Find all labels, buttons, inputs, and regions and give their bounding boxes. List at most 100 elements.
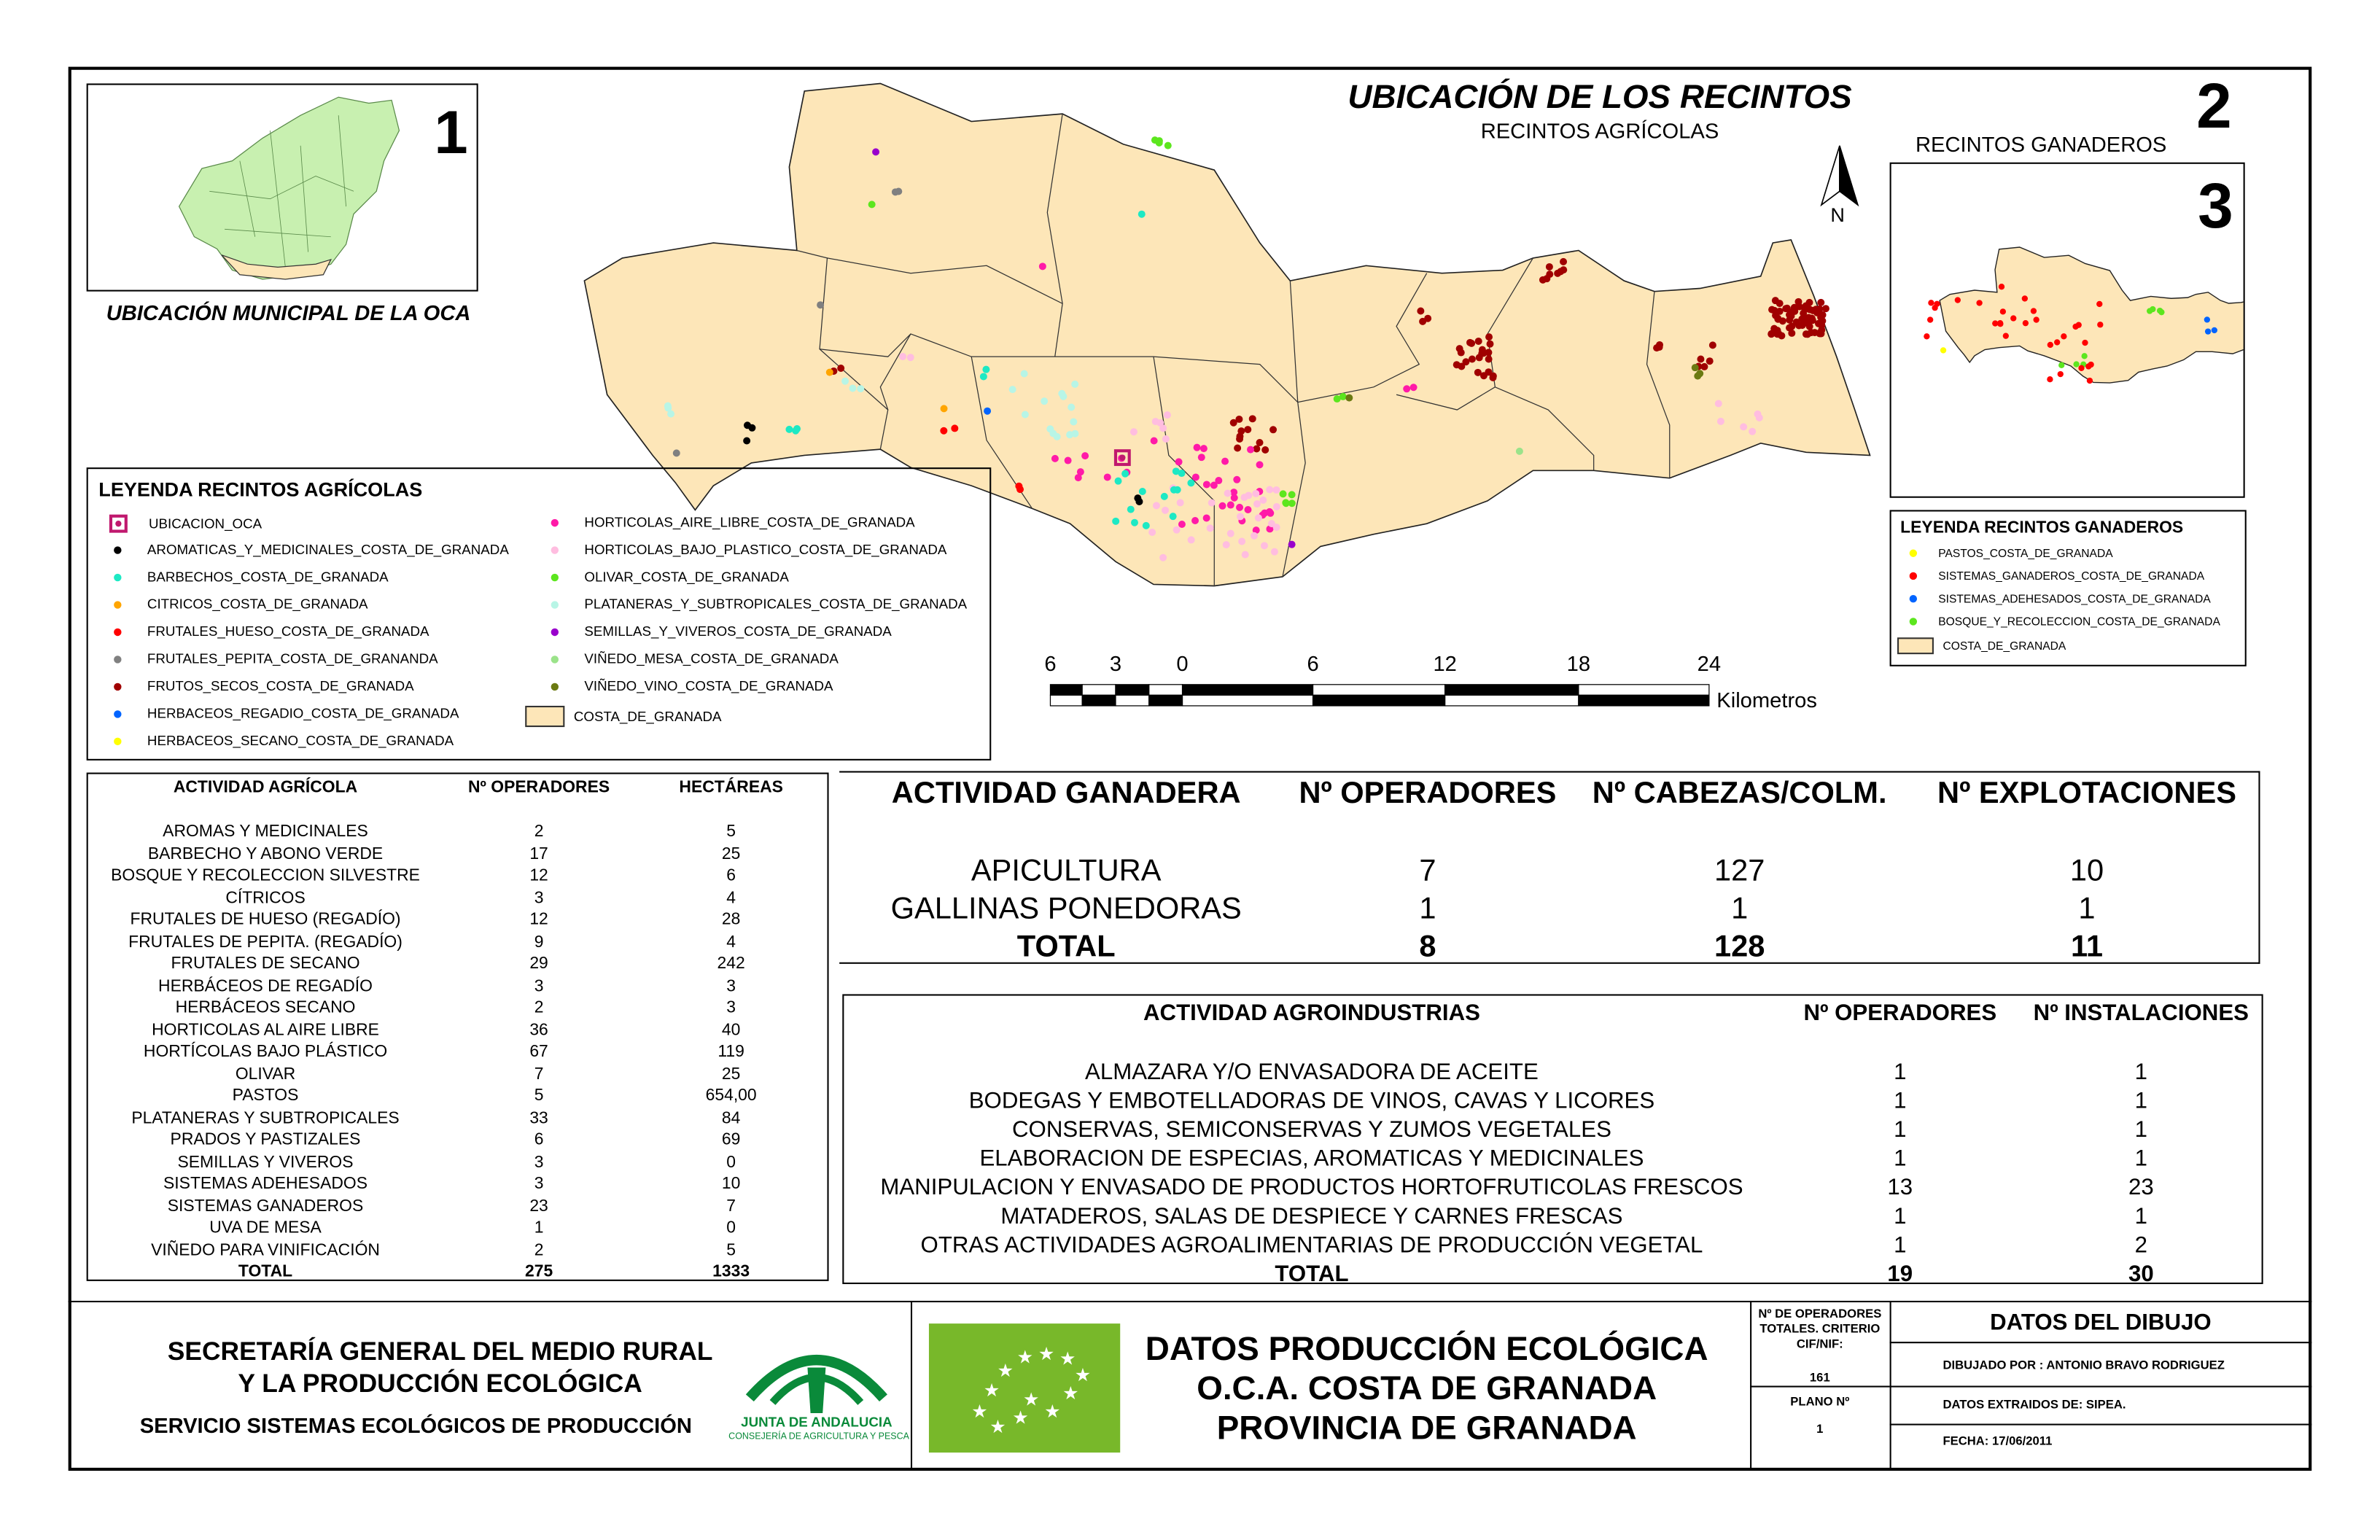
table-header-row: ACTIVIDAD AGROINDUSTRIAS Nº OPERADORES Nº … <box>844 996 2261 1031</box>
plot-point <box>1773 330 1781 338</box>
plot-point <box>785 425 793 433</box>
legend-agricola-title: LEYENDA RECINTOS AGRÍCOLAS <box>98 478 423 501</box>
plot-point <box>1020 370 1028 378</box>
table-row: PRADOS Y PASTIZALES 6 69 <box>88 1129 828 1151</box>
table-actividad-agricola: ACTIVIDAD AGRÍCOLA Nº OPERADORES HECTÁREAS… <box>86 772 829 1281</box>
plot-point <box>1805 306 1813 314</box>
table-cell: PASTOS <box>232 1086 299 1105</box>
table-cell: 25 <box>721 844 741 863</box>
scale-tick-label: 12 <box>1433 651 1457 676</box>
column-header: HECTÁREAS <box>679 778 783 797</box>
table-cell: 1 <box>1894 1203 1907 1230</box>
table-cell: ALMAZARA Y/O ENVASADORA DE ACEITE <box>1085 1059 1539 1086</box>
point-symbol-icon <box>551 627 559 636</box>
plot-point <box>1151 136 1159 144</box>
livestock-point <box>2075 322 2082 328</box>
table-row: PASTOS 5 654,00 <box>88 1085 828 1107</box>
plot-point <box>672 449 680 457</box>
table-row: HERBÁCEOS DE REGADÍO 3 3 <box>88 975 828 997</box>
scale-segment <box>1148 694 1183 707</box>
svg-text:★: ★ <box>971 1401 987 1422</box>
plot-point <box>1288 499 1296 508</box>
footer-divider <box>68 1300 2312 1303</box>
plot-point <box>1160 492 1168 500</box>
legend-item: VIÑEDO_MESA_COSTA_DE_GRANADA <box>525 651 839 666</box>
plot-point <box>1148 529 1156 537</box>
plot-point <box>837 365 845 372</box>
column-header: Nº INSTALACIONES <box>2033 1000 2249 1027</box>
table-cell: UVA DE MESA <box>209 1219 322 1238</box>
junta-logo-arcs-icon <box>745 1354 887 1413</box>
plot-point <box>1176 499 1184 507</box>
legend-label: BARBECHOS_COSTA_DE_GRANADA <box>147 569 389 585</box>
table-cell: 3 <box>534 977 544 996</box>
junta-andalucia-logo: JUNTA DE ANDALUCIA CONSEJERÍA DE AGRICUL… <box>728 1329 909 1454</box>
plot-point <box>841 377 849 385</box>
table-cell: 40 <box>721 1021 741 1040</box>
livestock-point <box>1954 297 1961 303</box>
legend-label: SISTEMAS_ADEHESADOS_COSTA_DE_GRANADA <box>1938 591 2211 606</box>
map-subtitle: RECINTOS AGRÍCOLAS <box>1480 118 1719 143</box>
legend-item: AROMATICAS_Y_MEDICINALES_COSTA_DE_GRANAD… <box>88 542 509 557</box>
plot-point <box>1152 502 1160 510</box>
plot-point <box>1786 311 1793 319</box>
plot-point <box>1259 496 1267 504</box>
legend-item: HERBACEOS_SECANO_COSTA_DE_GRANADA <box>88 733 454 748</box>
svg-text:★: ★ <box>1017 1346 1033 1367</box>
legend-label: HERBACEOS_REGADIO_COSTA_DE_GRANADA <box>147 705 459 721</box>
livestock-point <box>1940 347 1947 354</box>
legend-label: PASTOS_COSTA_DE_GRANADA <box>1938 546 2113 561</box>
plot-point <box>1754 410 1762 418</box>
table-cell: 1 <box>2134 1059 2148 1086</box>
table-row: AROMAS Y MEDICINALES 2 5 <box>88 821 828 843</box>
footer-divider-h2 <box>1889 1342 2312 1344</box>
column-header: Nº CABEZAS/COLM. <box>1592 777 1887 811</box>
livestock-point <box>1927 316 1934 323</box>
plot-point <box>743 437 751 445</box>
column-header: Nº OPERADORES <box>1803 1000 1997 1027</box>
table-cell: 3 <box>726 999 736 1018</box>
table-cell: 9 <box>534 933 544 952</box>
livestock-point <box>1932 304 1938 311</box>
legend-item: BARBECHOS_COSTA_DE_GRANADA <box>88 569 389 585</box>
plot-point <box>1560 257 1568 265</box>
datos-dibujo-title: DATOS DEL DIBUJO <box>1990 1310 2212 1336</box>
table-cell: BOSQUE Y RECOLECCION SILVESTRE <box>111 867 420 886</box>
table-cell: 2 <box>534 1241 544 1260</box>
svg-text:★: ★ <box>989 1416 1006 1437</box>
junta-name: JUNTA DE ANDALUCIA <box>741 1415 892 1430</box>
table-row: OTRAS ACTIVIDADES AGROALIMENTARIAS DE PR… <box>844 1231 2261 1260</box>
plot-point <box>1740 423 1748 431</box>
plot-point <box>1267 520 1275 528</box>
plot-point <box>1252 489 1260 497</box>
plot-point <box>1270 548 1278 556</box>
table-cell: OTRAS ACTIVIDADES AGROALIMENTARIAS DE PR… <box>920 1232 1703 1259</box>
map-number-2: 2 <box>2196 69 2232 141</box>
plot-point <box>1173 486 1181 494</box>
plot-point <box>1778 317 1786 325</box>
table-cell: 6 <box>534 1131 544 1150</box>
table-cell: 242 <box>717 954 745 973</box>
table-row: ALMAZARA Y/O ENVASADORA DE ACEITE 1 1 <box>844 1058 2261 1087</box>
scale-bar <box>1049 684 1710 707</box>
legend-item: FRUTOS_SECOS_COSTA_DE_GRANADA <box>88 678 414 693</box>
plot-point <box>1697 355 1705 363</box>
table-row: HERBÁCEOS SECANO 2 3 <box>88 998 828 1019</box>
legend-ganaderos-title: LEYENDA RECINTOS GANADEROS <box>1900 518 2184 537</box>
scale-tick-label: 6 <box>1044 651 1057 676</box>
table-cell: 23 <box>529 1197 548 1216</box>
plano-value: 1 <box>1816 1422 1824 1436</box>
table-row: HORTICOLAS AL AIRE LIBRE 36 40 <box>88 1019 828 1041</box>
total-cell: 8 <box>1419 930 1436 964</box>
livestock-point <box>1924 333 1930 340</box>
point-symbol-icon <box>114 709 122 718</box>
operadores-value: 161 <box>1809 1370 1830 1385</box>
plot-point <box>1103 473 1111 481</box>
plot-point <box>984 407 992 415</box>
total-cell: 11 <box>2070 930 2104 964</box>
plot-point <box>1236 503 1244 511</box>
plot-point <box>982 365 990 373</box>
scale-segment <box>1181 684 1314 696</box>
plot-point <box>1272 486 1280 494</box>
org-line-3: SERVICIO SISTEMAS ECOLÓGICOS DE PRODUCCI… <box>139 1412 692 1438</box>
